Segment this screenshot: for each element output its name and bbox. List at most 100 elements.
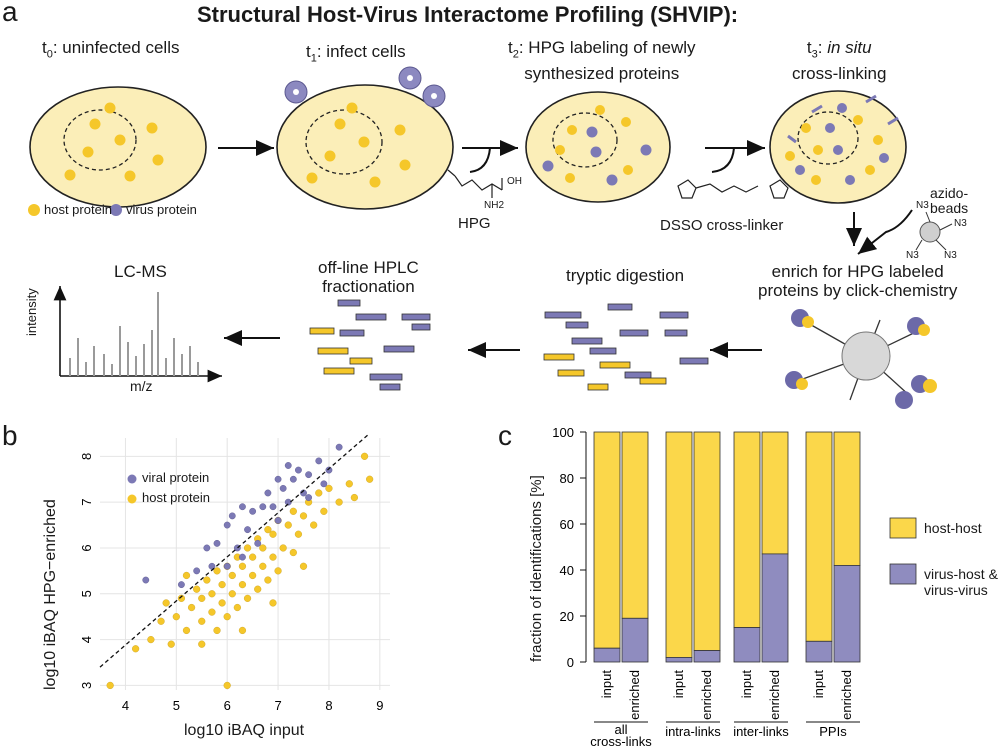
scatter-point-host [228,590,236,598]
bar-group-label: cross-links [590,734,652,746]
cell-cross-linked [769,90,907,204]
bar-category-label: enriched [699,670,714,720]
scatter-point-host [269,553,277,561]
scatter-point-host [208,590,216,598]
scatter-point-viral [178,581,185,589]
bar-category-label: enriched [627,670,642,720]
scatter-point-viral [228,512,236,520]
scatter-point-viral [254,539,262,547]
scatter-point-viral [223,562,231,570]
bar-segment-host-host [593,431,621,649]
scatter-point-host [198,640,206,648]
legend-virus-label: virus protein [126,202,197,217]
bar-group-label: PPIs [819,724,847,739]
scatter-point-viral [284,498,292,506]
scatter-point-viral [239,503,246,511]
tryptic-peptides [543,303,709,391]
scatter-point-host [259,562,267,570]
scatter-point-host [238,581,247,589]
scatter-point-viral [335,443,343,451]
bar-segment-virus [761,553,789,663]
scatter-point-host [187,603,196,612]
scatter-ytick-label: 7 [79,499,94,506]
scatter-point-host [360,452,369,460]
scatter-point-viral [284,462,292,469]
bar-segment-virus [621,617,649,663]
dsso-structure [677,179,789,199]
scatter-legend-viral: viral protein [142,470,210,485]
cell-hpg-labeled [525,91,671,203]
scatter-point-host [157,617,165,625]
step-t0-label: t0: uninfected cells [42,38,180,61]
scatter-point-host [233,603,241,612]
bar-group-label: intra-links [665,724,721,739]
scatter-point-viral [142,576,150,584]
hpg-addition-curve [469,147,491,173]
bar-segment-virus [733,627,761,663]
scatter-point-host [182,571,191,580]
scatter-point-host [198,617,206,625]
bar-segment-virus [665,657,693,663]
scatter-point-host [167,640,175,648]
bar-category-label: enriched [767,670,782,720]
dsso-addition-curve [711,147,735,173]
scatter-point-host [249,553,257,561]
scatter-ytick-label: 8 [79,453,94,460]
bar-category-label: enriched [839,670,854,720]
scatter-xtick-label: 6 [224,698,231,713]
bar-segment-host-host [761,431,789,555]
scatter-point-viral [315,457,323,465]
scatter-point-viral [264,489,272,497]
scatter-point-viral [305,494,312,501]
scatter-point-host [208,608,216,616]
scatter-point-host [238,626,247,635]
scatter-point-host [193,585,201,593]
step-t2-label: t2: HPG labeling of newly synthesized pro… [508,38,696,84]
scatter-point-viral [289,475,297,483]
n3-label-1: N3 [916,200,929,211]
hplc-label: off-line HPLC fractionation [318,258,419,296]
hpg-label: HPG [458,215,491,232]
bar-category-label: input [599,670,614,699]
ms-spectrum [53,286,222,383]
bar-segment-virus [805,640,833,663]
scatter-point-host [213,626,221,635]
scatter-point-host [294,530,303,538]
bar-segment-virus [593,647,621,663]
scatter-xtick-label: 8 [325,698,332,713]
n3-label-3: N3 [944,250,957,261]
scatter-ytick-label: 4 [79,636,94,643]
arrow-enrich [857,209,913,255]
scatter-point-host [269,599,277,607]
scatter-point-viral [320,480,328,488]
legend-host-dot [28,204,40,216]
scatter-point-host [325,484,333,493]
bar-category-label: input [671,670,686,699]
bar-segment-host-host [833,431,861,566]
cell-uninfected [29,86,207,208]
scatter-point-host [366,475,374,483]
scatter-ytick-label: 3 [79,682,94,689]
bar-legend-virus-swatch [889,563,917,585]
lcms-label: LC-MS [114,262,167,281]
scatter-xtick-label: 5 [173,698,180,713]
scatter-point-host [132,645,140,653]
scatter-point-host [259,544,267,552]
legend-virus-dot [110,204,122,216]
scatter-point-host [238,562,247,570]
scatter-point-host [299,512,308,520]
hpg-structure [447,169,503,198]
bar-segment-host-host [621,431,649,619]
azido-bead [915,211,953,251]
scatter-point-host [289,548,297,557]
panel-b-letter: b [2,420,18,451]
scatter-point-host [315,489,323,497]
step-t1-label: t1: infect cells [306,42,406,65]
bar-segment-host-host [693,431,721,651]
bar-legend-virus-line2: virus-virus [924,582,988,598]
scatter-point-host [264,576,272,584]
scatter-legend-host-marker [127,494,137,504]
scatter-point-host [299,562,308,570]
